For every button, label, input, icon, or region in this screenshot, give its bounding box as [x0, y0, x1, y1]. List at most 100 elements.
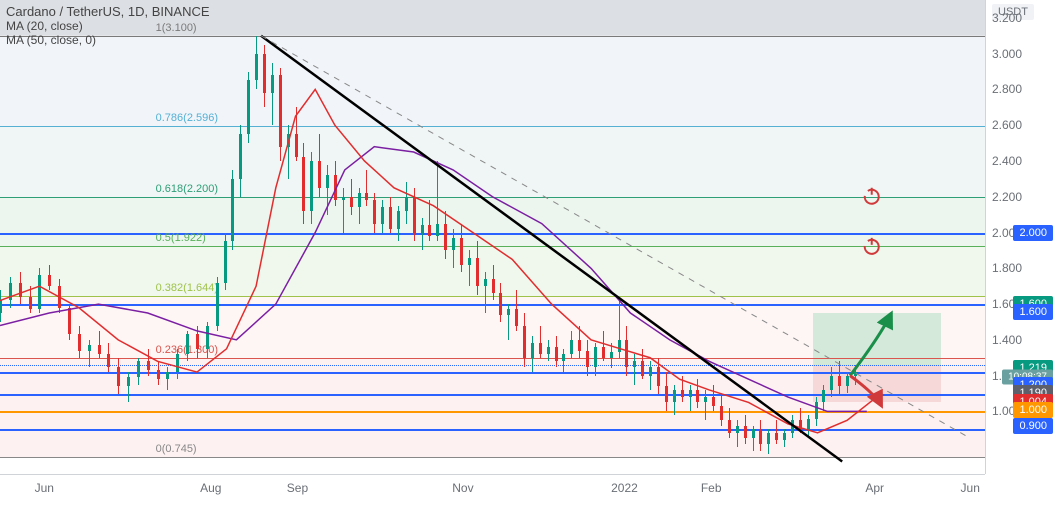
- candle: [358, 188, 361, 224]
- candle: [704, 390, 707, 420]
- candle: [271, 63, 274, 126]
- candle: [157, 361, 160, 384]
- x-tick: 2022: [611, 481, 638, 495]
- price-label: 1.000: [1013, 402, 1053, 418]
- x-tick: Aug: [200, 481, 221, 495]
- price-label: 2.000: [1013, 225, 1053, 241]
- candle: [807, 415, 810, 438]
- h-line: [0, 457, 985, 458]
- candle: [791, 415, 794, 438]
- fib-zone: [0, 36, 985, 126]
- candle: [783, 429, 786, 447]
- candle: [58, 279, 61, 313]
- candle: [127, 372, 130, 402]
- candle: [578, 326, 581, 358]
- candle: [657, 358, 660, 394]
- fib-label: 0.786(2.596): [156, 112, 218, 124]
- candle: [428, 200, 431, 241]
- y-tick: 2.600: [992, 118, 1022, 132]
- y-tick: 1.400: [992, 333, 1022, 347]
- candle: [436, 161, 439, 241]
- y-tick: 2.200: [992, 190, 1022, 204]
- candle: [247, 72, 250, 144]
- fib-label: 0.382(1.644): [156, 282, 218, 294]
- candle: [610, 343, 613, 368]
- candle: [326, 165, 329, 215]
- candle: [255, 36, 258, 90]
- candle: [342, 188, 345, 233]
- candle: [381, 200, 384, 232]
- price-label: 0.900: [1013, 418, 1053, 434]
- candle: [720, 394, 723, 426]
- candle: [29, 286, 32, 313]
- candle: [492, 265, 495, 301]
- candle: [484, 272, 487, 313]
- h-line: [0, 126, 985, 127]
- candle: [712, 385, 715, 412]
- fib-label: 0.618(2.200): [156, 183, 218, 195]
- ma50-label: MA (50, close, 0): [6, 33, 210, 47]
- candle: [452, 229, 455, 268]
- candle: [444, 211, 447, 259]
- x-tick: Apr: [865, 481, 884, 495]
- candle: [476, 241, 479, 295]
- candle: [736, 420, 739, 447]
- candle: [460, 224, 463, 272]
- candle: [815, 397, 818, 426]
- candle: [166, 367, 169, 390]
- chart-root: 1(3.100)0.786(2.596)0.618(2.200)0.5(1.92…: [0, 0, 1057, 506]
- candle: [397, 206, 400, 242]
- candle: [665, 372, 668, 411]
- candle: [594, 343, 597, 375]
- candle: [728, 408, 731, 438]
- candle: [555, 336, 558, 366]
- candle: [539, 326, 542, 358]
- candle: [499, 283, 502, 322]
- candle: [176, 349, 179, 379]
- candle: [689, 385, 692, 412]
- candle: [602, 331, 605, 361]
- candle: [239, 125, 242, 197]
- candle: [515, 290, 518, 331]
- fib-zone: [0, 126, 985, 197]
- candle: [68, 304, 71, 340]
- candle: [295, 107, 298, 161]
- candle: [775, 420, 778, 443]
- candle: [405, 182, 408, 223]
- candle: [107, 343, 110, 372]
- candle: [38, 268, 41, 313]
- candle: [468, 250, 471, 286]
- y-axis[interactable]: USDT 3.2003.0002.8002.6002.4002.2002.000…: [985, 0, 1057, 474]
- price-label: 1.600: [1013, 304, 1053, 320]
- candle: [0, 290, 2, 322]
- candle: [9, 277, 12, 307]
- fib-zone: [0, 197, 985, 247]
- chart-title-block: Cardano / TetherUS, 1D, BINANCE MA (20, …: [6, 4, 210, 47]
- candle: [117, 358, 120, 394]
- candle: [586, 340, 589, 376]
- candle: [799, 408, 802, 433]
- candle: [147, 349, 150, 376]
- x-tick: Sep: [287, 481, 308, 495]
- candle: [625, 326, 628, 376]
- candle: [570, 331, 573, 358]
- h-line: [0, 394, 985, 396]
- candle: [413, 188, 416, 242]
- x-axis[interactable]: JunAugSepNov2022FebAprJun: [0, 474, 985, 506]
- candle: [696, 379, 699, 408]
- candle: [78, 326, 81, 358]
- candle: [48, 265, 51, 290]
- candle: [523, 313, 526, 367]
- candle: [373, 193, 376, 232]
- candle: [507, 304, 510, 340]
- h-line: [0, 233, 985, 235]
- candle: [350, 179, 353, 215]
- y-tick: 1.800: [992, 261, 1022, 275]
- candle: [649, 361, 652, 390]
- x-tick: Jun: [35, 481, 54, 495]
- ma20-label: MA (20, close): [6, 19, 210, 33]
- chart-area[interactable]: 1(3.100)0.786(2.596)0.618(2.200)0.5(1.92…: [0, 0, 985, 474]
- h-line: [0, 304, 985, 306]
- x-tick: Nov: [452, 481, 473, 495]
- candle: [547, 340, 550, 361]
